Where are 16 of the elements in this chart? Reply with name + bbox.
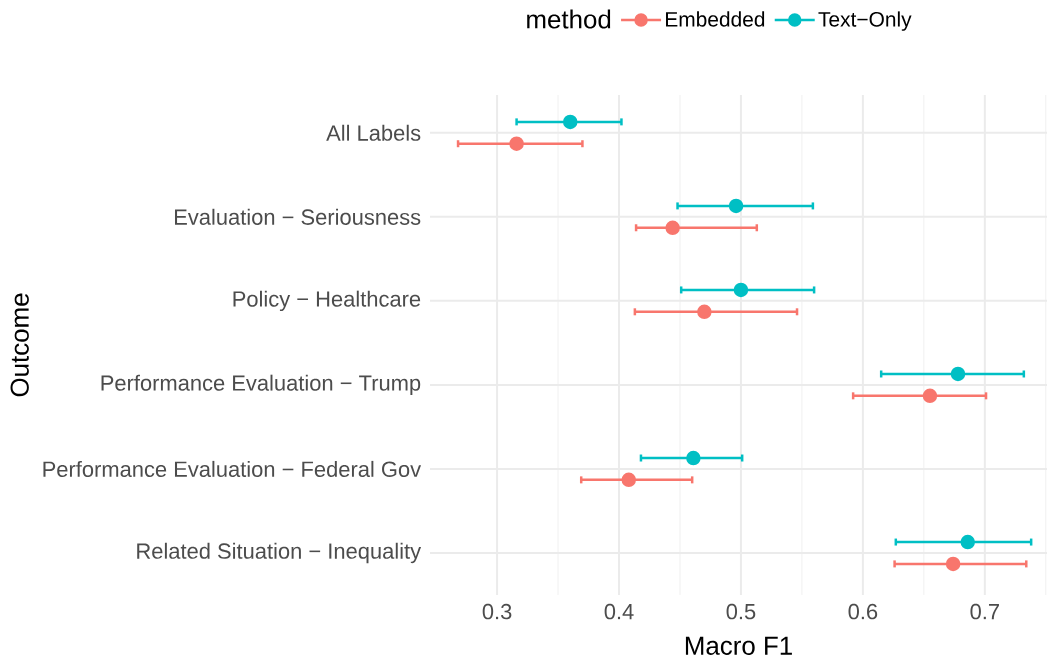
legend-label: Text−Only: [818, 11, 912, 31]
legend-title: method: [527, 9, 611, 29]
legend-label: Embedded: [666, 11, 765, 27]
y-tick-label: Policy − Healthcare: [233, 290, 421, 312]
y-tick-label: Performance Evaluation − Trump: [101, 374, 421, 396]
y-axis-title: Outcome: [10, 293, 29, 397]
x-tick-label: 0.4: [604, 603, 634, 620]
x-tick-label: 0.7: [970, 603, 999, 620]
x-tick-label: 0.6: [848, 603, 878, 620]
y-tick-label: Performance Evaluation − Federal Gov: [43, 460, 422, 477]
y-tick-label: All Labels: [326, 124, 421, 141]
y-tick-label: Related Situation − Inequality: [137, 542, 422, 564]
x-tick-label: 0.5: [726, 603, 756, 620]
y-tick-label: Evaluation − Seriousness: [175, 208, 421, 225]
x-tick-label: 0.3: [482, 603, 512, 620]
x-axis-title: Macro F1: [685, 636, 792, 655]
